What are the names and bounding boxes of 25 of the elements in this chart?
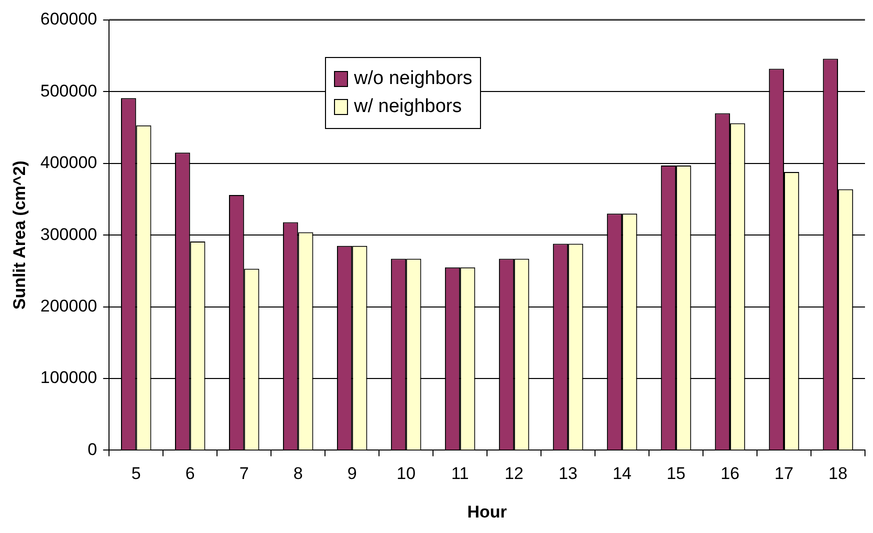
x-tick-label: 5 bbox=[131, 464, 141, 484]
y-tick-label: 500000 bbox=[40, 81, 98, 100]
x-tick-label: 13 bbox=[558, 464, 578, 484]
x-tick-label: 7 bbox=[239, 464, 249, 484]
x-axis-title: Hour bbox=[467, 502, 508, 522]
x-tick-label: 15 bbox=[666, 464, 686, 484]
x-tick-label: 9 bbox=[347, 464, 357, 484]
x-tick-label: 14 bbox=[612, 464, 632, 484]
y-tick-label: 400000 bbox=[40, 153, 98, 172]
y-tick-label: 0 bbox=[88, 440, 98, 459]
x-tick-label: 11 bbox=[451, 464, 469, 484]
x-tick-label: 8 bbox=[293, 464, 303, 484]
x-tick-label: 6 bbox=[185, 464, 195, 484]
y-tick-label: 300000 bbox=[40, 224, 98, 244]
y-axis-title: Sunlit Area (cm^2) bbox=[10, 160, 29, 310]
y-tick-label: 600000 bbox=[40, 10, 98, 29]
x-tick-label: 10 bbox=[396, 464, 416, 484]
y-tick-label: 100000 bbox=[40, 368, 98, 388]
legend-label: w/ neighbors bbox=[354, 96, 462, 118]
y-tick-label: 200000 bbox=[40, 296, 98, 316]
legend-label: w/o neighbors bbox=[354, 68, 472, 90]
x-tick-label: 18 bbox=[828, 464, 848, 484]
x-tick-label: 12 bbox=[504, 464, 524, 484]
x-tick-label: 17 bbox=[774, 464, 794, 484]
x-tick-label: 16 bbox=[720, 464, 740, 484]
